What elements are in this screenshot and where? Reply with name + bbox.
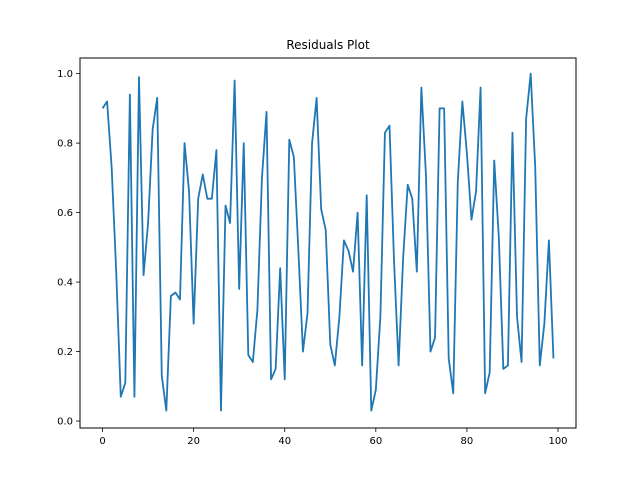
y-tick-label: 0.2 <box>57 347 73 358</box>
x-tick-label: 20 <box>187 436 200 447</box>
y-tick-label: 1.0 <box>57 69 73 80</box>
series-line <box>101 72 555 412</box>
y-tick-label: 0.6 <box>57 208 73 219</box>
axes-frame <box>79 57 577 429</box>
y-tick-label: 0.0 <box>57 417 73 428</box>
chart-title: Residuals Plot <box>286 38 370 52</box>
x-tick-label: 40 <box>278 436 291 447</box>
plot-area <box>101 72 555 412</box>
x-tick-label: 80 <box>461 436 474 447</box>
y-tick-label: 0.4 <box>57 278 73 289</box>
x-tick-label: 100 <box>548 436 567 447</box>
y-tick-label: 0.8 <box>57 139 73 150</box>
y-axis: 0.0 0.2 0.4 0.6 0.8 1.0 <box>57 69 80 428</box>
x-axis: 0 20 40 60 80 100 <box>99 428 568 447</box>
x-tick-label: 0 <box>99 436 105 447</box>
x-tick-label: 60 <box>369 436 382 447</box>
